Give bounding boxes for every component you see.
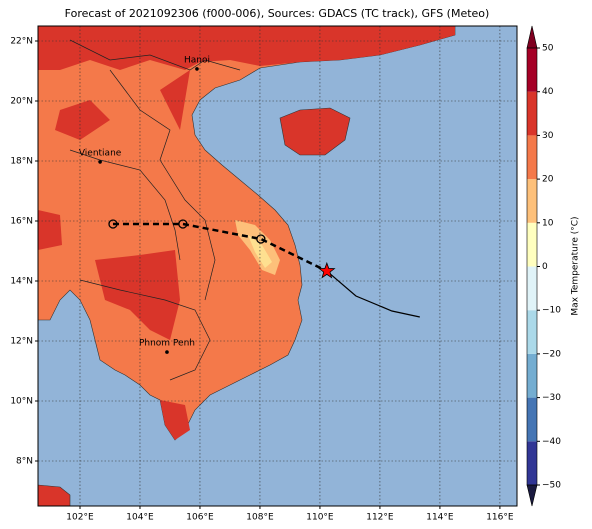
x-tick-label: 108°E bbox=[246, 513, 274, 523]
axes: 102°E 104°E 106°E 108°E 110°E 112°E 114°E 116°E… bbox=[10, 37, 514, 523]
storm-position bbox=[318, 261, 336, 279]
y-tick-label: 16°N bbox=[10, 217, 33, 227]
colorbar-segment bbox=[527, 135, 537, 180]
colorbar: −50 −40 −30 −20 −10 0 10 20 30 40 50 bbox=[526, 25, 561, 507]
y-tick-label: 20°N bbox=[10, 97, 33, 107]
y-tick-label: 14°N bbox=[10, 277, 33, 287]
forecast-track bbox=[112, 222, 328, 273]
track-point bbox=[108, 219, 118, 229]
y-tick-label: 12°N bbox=[10, 337, 33, 347]
track-point bbox=[178, 219, 188, 229]
colorbar-tick-label: −30 bbox=[542, 393, 561, 403]
city-dot bbox=[98, 160, 102, 164]
colorbar-segment bbox=[527, 179, 537, 223]
y-tick-label: 10°N bbox=[10, 397, 33, 407]
city-label: Hanoi bbox=[184, 55, 210, 65]
colorbar-label: Max Temperature (°C) bbox=[571, 216, 581, 315]
city-dot bbox=[165, 350, 169, 354]
colorbar-segment bbox=[527, 310, 537, 354]
map-frame bbox=[37, 25, 518, 507]
track-point bbox=[256, 234, 266, 244]
colorbar-segment bbox=[527, 397, 537, 442]
grid bbox=[38, 26, 517, 506]
colorbar-segment bbox=[527, 48, 537, 92]
colorbar-segment bbox=[527, 353, 537, 398]
city-dot bbox=[195, 67, 199, 71]
city-label: Phnom Penh bbox=[139, 339, 195, 349]
colorbar-tick-label: 20 bbox=[542, 175, 554, 185]
title: Forecast of 2021092306 (f000-006), Sourc… bbox=[65, 7, 490, 20]
colorbar-segment bbox=[527, 266, 537, 311]
colorbar-tick-label: 30 bbox=[542, 131, 554, 141]
colorbar-segment bbox=[527, 441, 537, 485]
colorbar-extend-max bbox=[526, 25, 538, 49]
overlay: Hanoi Vientiane Phnom Penh bbox=[79, 55, 420, 354]
colorbar-tick-label: −50 bbox=[542, 481, 561, 491]
colorbar-tick-label: −20 bbox=[542, 349, 561, 359]
colorbar-segment bbox=[527, 222, 537, 267]
past-track bbox=[326, 270, 420, 318]
city-label: Vientiane bbox=[79, 148, 122, 158]
colorbar-tick-label: 40 bbox=[542, 87, 554, 97]
colorbar-tick-label: −10 bbox=[542, 306, 561, 316]
colorbar-tick-label: 0 bbox=[542, 262, 548, 272]
x-tick-label: 102°E bbox=[66, 513, 94, 523]
y-tick-label: 18°N bbox=[10, 157, 33, 167]
colorbar-tick-label: 10 bbox=[542, 218, 554, 228]
y-tick-label: 22°N bbox=[10, 37, 33, 47]
y-tick-label: 8°N bbox=[16, 457, 33, 467]
borders bbox=[69, 39, 241, 381]
x-tick-label: 104°E bbox=[126, 513, 154, 523]
colorbar-extend-min bbox=[526, 484, 538, 507]
x-tick-label: 112°E bbox=[366, 513, 394, 523]
colorbar-tick-label: −40 bbox=[542, 437, 561, 447]
x-tick-label: 110°E bbox=[306, 513, 334, 523]
map-area: Hanoi Vientiane Phnom Penh bbox=[38, 26, 517, 506]
hot-patches bbox=[38, 26, 455, 440]
x-tick-label: 114°E bbox=[426, 513, 454, 523]
x-tick-label: 116°E bbox=[486, 513, 514, 523]
x-tick-label: 106°E bbox=[186, 513, 214, 523]
colorbar-tick-label: 50 bbox=[542, 44, 554, 54]
colorbar-segment bbox=[527, 91, 537, 136]
